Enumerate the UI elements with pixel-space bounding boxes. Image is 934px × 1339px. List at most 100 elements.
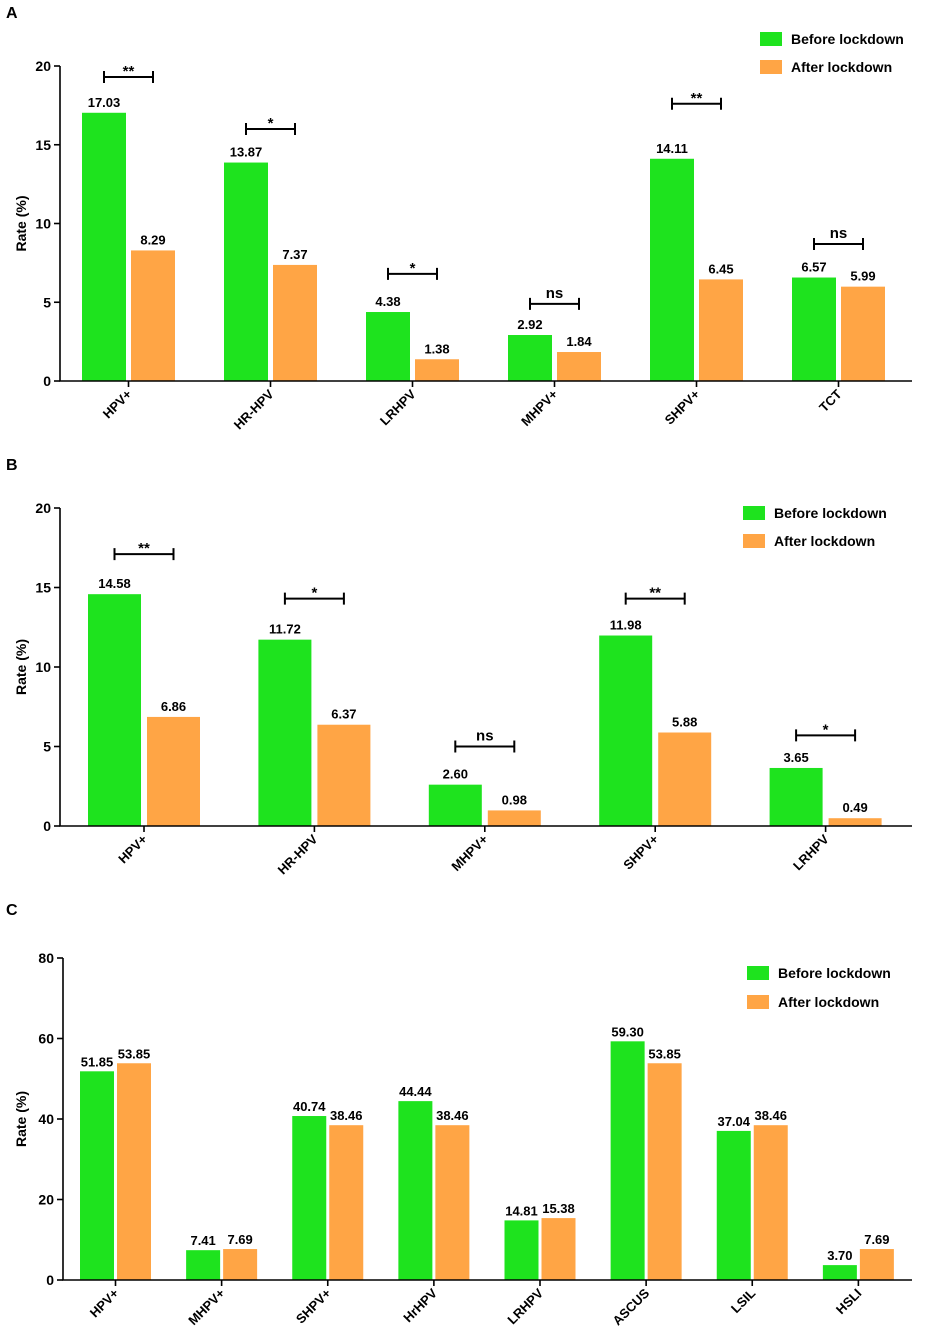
panel-b-bar-after-mhpv bbox=[487, 810, 541, 826]
panel-a-significance-label: ns bbox=[830, 225, 848, 242]
panel-a-significance-bracket bbox=[813, 237, 864, 250]
panel-b-y-tick-label: 20 bbox=[35, 500, 51, 516]
panel-a-y-tick-label: 10 bbox=[35, 216, 51, 232]
panel-c-value-label: 37.04 bbox=[717, 1114, 750, 1129]
panel-c-category-label: SHPV+ bbox=[293, 1285, 334, 1326]
panel-c-chart: C Rate (%) 51.85 7.41 40.74 44.44 14.81 59.30 3… bbox=[6, 902, 912, 1328]
panel-b-category-label: LRHPV bbox=[790, 831, 832, 873]
panel-c-bar-before-lsil bbox=[716, 1130, 751, 1280]
panel-b-category-label: MHPV+ bbox=[448, 831, 491, 874]
panel-c-bar-before-hpv bbox=[80, 1071, 114, 1280]
panel-c-category-label: MHPV+ bbox=[185, 1285, 228, 1328]
panel-c-category-label: LRHPV bbox=[504, 1285, 546, 1327]
panel-a-value-label: 14.11 bbox=[656, 141, 688, 156]
panel-a-significance-bracket bbox=[387, 267, 438, 280]
panel-c-value-label: 51.85 bbox=[81, 1054, 114, 1069]
panel-a-value-label: 1.84 bbox=[566, 334, 592, 349]
panel-b-bar-before-hrhpv bbox=[258, 639, 312, 826]
panel-b-y-tick-label: 10 bbox=[35, 659, 51, 675]
panel-b-y-tick-label: 0 bbox=[43, 818, 51, 834]
panel-a-legend-label-before: Before lockdown bbox=[791, 31, 904, 47]
panel-a-value-label: 17.03 bbox=[88, 95, 121, 110]
panel-c-category-label: HSLI bbox=[833, 1286, 865, 1318]
panel-b-value-label: 5.88 bbox=[672, 715, 697, 730]
panel-c-bar-after-lrhpv bbox=[541, 1218, 576, 1280]
panel-a-significance-label: ns bbox=[546, 285, 564, 302]
panel-c-bar-after-hrhpv bbox=[435, 1125, 470, 1280]
panel-a-value-label: 1.38 bbox=[424, 341, 449, 356]
panel-b-significance-bracket bbox=[113, 548, 175, 561]
panel-c-category-label: ASCUS bbox=[609, 1285, 652, 1328]
panel-a-letter: A bbox=[6, 5, 18, 22]
panel-a-category-label: MHPV+ bbox=[518, 386, 561, 429]
panel-c-bar-after-hpv bbox=[117, 1063, 151, 1280]
panel-c-category-label: HPV+ bbox=[87, 1285, 122, 1320]
panel-a-bar-after-tct bbox=[841, 286, 885, 381]
panel-c-bar-before-hsli bbox=[822, 1265, 857, 1280]
panel-b-letter: B bbox=[6, 457, 18, 474]
panel-b-significance-label: * bbox=[311, 585, 317, 602]
panel-c-value-label: 38.46 bbox=[754, 1108, 787, 1123]
panel-a-y-tick-label: 20 bbox=[35, 58, 51, 74]
panel-c-value-label: 38.46 bbox=[330, 1108, 363, 1123]
panel-b-value-label: 2.60 bbox=[443, 767, 468, 782]
panel-b-value-label: 0.49 bbox=[842, 800, 867, 815]
panel-c-y-tick-label: 80 bbox=[38, 950, 54, 966]
panel-a-significance-label: * bbox=[268, 115, 274, 132]
panel-b-category-label: HR-HPV bbox=[275, 831, 321, 877]
panel-c-value-label: 53.85 bbox=[648, 1046, 681, 1061]
panel-a-significance-label: ** bbox=[691, 90, 703, 107]
panel-b-significance-bracket bbox=[283, 592, 345, 605]
panel-b-value-label: 11.72 bbox=[269, 622, 301, 637]
panel-b-legend-label-after: After lockdown bbox=[774, 533, 875, 549]
panel-a-y-axis-label: Rate (%) bbox=[13, 195, 29, 251]
panel-b-value-label: 6.86 bbox=[161, 699, 186, 714]
panel-a-significance-label: * bbox=[410, 260, 416, 277]
panel-c-value-label: 3.70 bbox=[827, 1248, 852, 1263]
panel-c-legend-label-before: Before lockdown bbox=[778, 965, 891, 981]
panel-c-bar-after-shpv bbox=[329, 1125, 364, 1280]
panel-a-category-label: HPV+ bbox=[100, 386, 135, 421]
panel-c-bar-before-mhpv bbox=[186, 1250, 221, 1280]
panel-c-value-label: 14.81 bbox=[505, 1203, 538, 1218]
panel-b-value-label: 3.65 bbox=[783, 750, 808, 765]
panel-c-letter: C bbox=[6, 902, 18, 919]
panel-a-value-label: 5.99 bbox=[850, 269, 875, 284]
panel-c-legend-swatch-after bbox=[747, 995, 769, 1009]
panel-a-significance-bracket bbox=[245, 123, 296, 135]
panel-c-y-tick-label: 0 bbox=[46, 1272, 54, 1288]
panel-c-bar-after-ascus bbox=[647, 1063, 682, 1280]
panel-a-value-label: 7.37 bbox=[282, 247, 307, 262]
panel-b-y-tick-label: 15 bbox=[35, 580, 51, 596]
panel-a-y-tick-label: 0 bbox=[43, 373, 51, 389]
panel-b-value-label: 0.98 bbox=[502, 792, 527, 807]
panel-a-y-tick-label: 15 bbox=[35, 137, 51, 153]
panel-a-y-tick-label: 5 bbox=[43, 294, 51, 310]
panel-c-bar-after-lsil bbox=[753, 1125, 788, 1280]
panel-b-legend-swatch-after bbox=[743, 534, 765, 548]
panel-c-y-axis-label: Rate (%) bbox=[13, 1091, 29, 1147]
panel-c-y-tick-label: 40 bbox=[38, 1111, 54, 1127]
panel-a-bar-after-hrhpv bbox=[273, 264, 317, 381]
panel-c-y-tick-label: 60 bbox=[38, 1031, 54, 1047]
panel-c-bar-before-ascus bbox=[610, 1041, 645, 1280]
panel-b-bar-after-hrhpv bbox=[317, 724, 371, 826]
panel-a-bar-before-lrhpv bbox=[366, 312, 410, 381]
panel-b-significance-label: * bbox=[823, 721, 829, 738]
panel-b-chart: B Rate (%) 14.58 11.72 2.60 11.98 3.65 6.86 6.3… bbox=[6, 457, 912, 877]
panel-b-bar-after-hpv bbox=[147, 716, 200, 826]
panel-c-y-tick-label: 20 bbox=[38, 1192, 54, 1208]
panel-a-category-label: HR-HPV bbox=[231, 386, 277, 432]
panel-b-legend-swatch-before bbox=[743, 506, 765, 520]
panel-a-axes bbox=[59, 66, 912, 382]
panel-a-value-label: 6.45 bbox=[708, 261, 733, 276]
panel-c-bar-before-hrhpv bbox=[398, 1101, 433, 1280]
panel-b-value-label: 6.37 bbox=[331, 707, 356, 722]
panel-c-value-label: 7.41 bbox=[190, 1233, 215, 1248]
panel-a-value-label: 4.38 bbox=[375, 294, 400, 309]
panel-a-bar-after-lrhpv bbox=[415, 359, 459, 381]
panel-c-value-label: 38.46 bbox=[436, 1108, 469, 1123]
panel-b-significance-bracket bbox=[795, 729, 857, 742]
panel-a-significance-bracket bbox=[671, 97, 722, 110]
